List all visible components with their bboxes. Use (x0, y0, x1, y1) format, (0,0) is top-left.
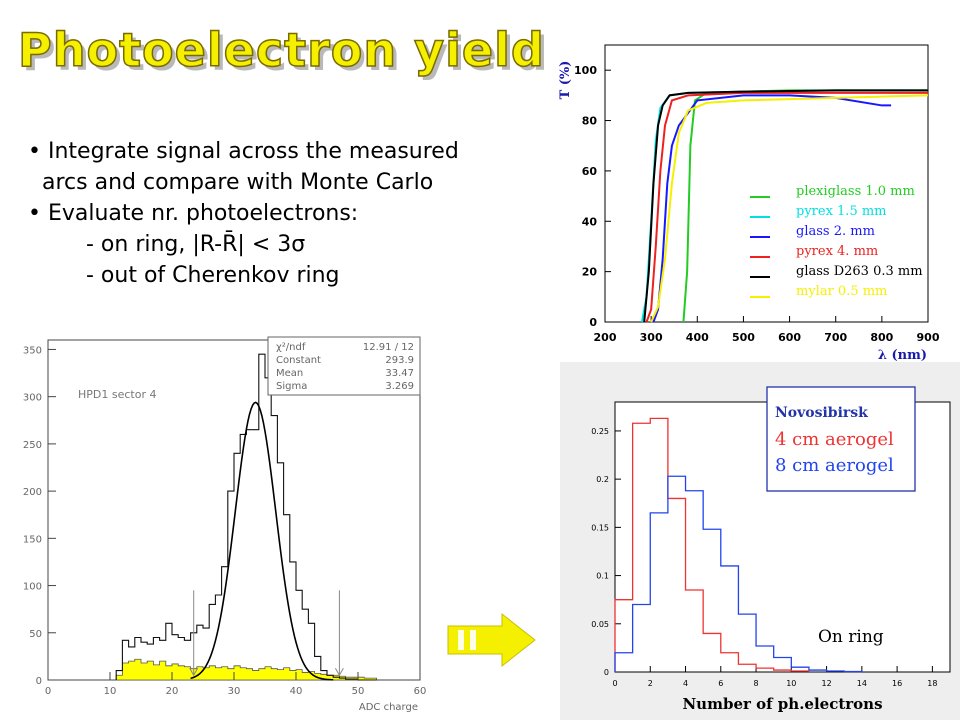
stats-key: Sigma (276, 381, 307, 392)
x-tick-label: 500 (732, 331, 755, 344)
y-tick-label: 100 (574, 64, 597, 77)
legend-label: plexiglass 1.0 mm (796, 184, 915, 199)
series-line-pyrex-4-mm (645, 91, 928, 323)
stats-value: 12.91 / 12 (363, 342, 414, 353)
x-tick-label: 2 (648, 679, 653, 688)
y-tick-label: 150 (23, 534, 42, 545)
stats-box (267, 336, 421, 396)
x-tick-label: 6 (718, 679, 723, 688)
right-arrow-icon (447, 612, 536, 668)
page-title: Photoelectron yield (17, 22, 545, 78)
x-tick-label: 10 (104, 686, 117, 697)
stats-key: Mean (276, 368, 303, 379)
y-tick-label: 0 (604, 668, 609, 677)
bullet-item: - out of Cherenkov ring (86, 263, 340, 288)
x-tick-label: 0 (45, 686, 51, 697)
y-tick-label: 0.05 (591, 620, 609, 629)
plot-frame (604, 44, 929, 323)
y-tick-label: 0.25 (591, 427, 609, 436)
x-tick-label: 12 (821, 679, 831, 688)
series-line-glass-d263-0-3-mm (643, 89, 928, 323)
stats-value: 293.9 (385, 355, 414, 366)
plot-frame (47, 339, 421, 681)
x-tick-label: 14 (857, 679, 867, 688)
x-axis-label: ADC charge (359, 702, 418, 713)
photoelectron-chart: 0 2 4 6 8 10 12 14 16 18 0 0.05 0.1 0.15 0.2 0.25 Number… (560, 362, 960, 720)
x-tick-label: 900 (917, 331, 940, 344)
x-tick-label: 60 (414, 686, 427, 697)
x-tick-label: 400 (686, 331, 709, 344)
y-tick-label: 60 (582, 165, 598, 178)
x-tick-label: 600 (778, 331, 801, 344)
x-tick-label: 40 (290, 686, 303, 697)
legend-label: mylar 0.5 mm (796, 284, 887, 299)
legend-label: glass D263 0.3 mm (796, 264, 923, 279)
legend-label: pyrex 4. mm (796, 244, 878, 259)
bullet-item: • Evaluate nr. photoelectrons: (28, 201, 359, 226)
y-tick-label: 0 (36, 676, 42, 687)
y-tick-label: 300 (23, 393, 42, 404)
x-tick-label: 700 (824, 331, 847, 344)
on-ring-histogram (115, 353, 377, 681)
legend-label: 4 cm aerogel (775, 429, 894, 450)
legend-title: Novosibirsk (775, 405, 868, 421)
y-tick-label: 100 (23, 582, 42, 593)
y-tick-label: 50 (29, 629, 42, 640)
legend-box (766, 386, 916, 492)
on-ring-annotation: On ring (818, 627, 884, 647)
y-tick-label: 200 (23, 487, 42, 498)
x-tick-label: 18 (927, 679, 937, 688)
stats-value: 33.47 (385, 368, 414, 379)
stats-key: Constant (276, 355, 321, 366)
series-histogram-8-cm-aerogel (614, 475, 863, 673)
x-axis-label: Number of ph.electrons (682, 695, 882, 713)
gaussian-fit-curve (190, 401, 334, 681)
bullet-item: - on ring, |R-R̄| < 3σ (86, 232, 306, 257)
x-axis-label: λ (nm) (878, 348, 927, 363)
x-tick-label: 16 (892, 679, 902, 688)
x-tick-label: 0 (612, 679, 617, 688)
x-tick-label: 8 (754, 679, 759, 688)
cut-arrow (334, 668, 344, 677)
stats-key: χ²/ndf (276, 342, 306, 353)
histogram-label: HPD1 sector 4 (78, 388, 156, 401)
y-tick-label: 20 (582, 266, 598, 279)
series-line-mylar-0-5-mm (650, 94, 929, 323)
y-tick-label: 40 (582, 215, 598, 228)
y-tick-label: 250 (23, 440, 42, 451)
x-tick-label: 800 (870, 331, 893, 344)
series-histogram-4-cm-aerogel (614, 417, 810, 672)
x-tick-label: 300 (640, 331, 663, 344)
x-tick-label: 50 (352, 686, 365, 697)
x-tick-label: 200 (594, 331, 617, 344)
legend-label: glass 2. mm (796, 224, 875, 239)
y-axis-label: T (%) (558, 61, 573, 100)
x-tick-label: 10 (786, 679, 796, 688)
y-tick-label: 80 (582, 115, 598, 128)
bullet-list: • Integrate signal across the measured a… (28, 136, 459, 291)
y-tick-label: 0.2 (596, 475, 609, 484)
y-tick-label: 0.15 (591, 523, 609, 532)
y-tick-label: 0 (589, 316, 597, 329)
x-tick-label: 30 (228, 686, 241, 697)
y-tick-label: 350 (23, 345, 42, 356)
bullet-item: arcs and compare with Monte Carlo (42, 170, 434, 195)
y-tick-label: 0.1 (596, 572, 609, 581)
bullet-item: • Integrate signal across the measured (28, 139, 459, 164)
adc-charge-histogram: 0 10 20 30 40 50 60 0 50 100 150 200 250 300 350 ADC ch… (23, 336, 427, 713)
legend-label: pyrex 1.5 mm (796, 204, 887, 219)
x-tick-label: 4 (683, 679, 688, 688)
legend-label: 8 cm aerogel (775, 455, 894, 476)
stats-value: 3.269 (385, 381, 414, 392)
x-tick-label: 20 (166, 686, 179, 697)
cut-arrow (189, 668, 199, 677)
